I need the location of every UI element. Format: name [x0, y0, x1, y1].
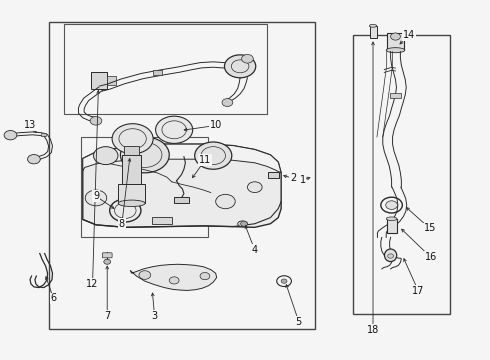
- Circle shape: [200, 273, 210, 280]
- Text: 6: 6: [50, 293, 56, 303]
- Circle shape: [85, 190, 107, 206]
- Text: 15: 15: [423, 224, 436, 233]
- Text: 9: 9: [93, 191, 99, 201]
- Bar: [153, 70, 162, 75]
- Circle shape: [121, 137, 169, 173]
- Bar: [124, 146, 140, 155]
- Polygon shape: [83, 144, 281, 173]
- Ellipse shape: [238, 221, 247, 226]
- Circle shape: [281, 279, 287, 283]
- Polygon shape: [83, 144, 281, 227]
- Ellipse shape: [386, 48, 405, 53]
- Bar: [81, 137, 208, 237]
- Text: 17: 17: [412, 286, 425, 296]
- Text: 4: 4: [252, 245, 258, 255]
- Text: 13: 13: [24, 121, 36, 130]
- Ellipse shape: [385, 249, 397, 262]
- Bar: [118, 184, 145, 203]
- Circle shape: [139, 271, 151, 279]
- Bar: [107, 76, 116, 85]
- Circle shape: [216, 194, 235, 209]
- Bar: [387, 219, 397, 233]
- Bar: [64, 24, 267, 114]
- Ellipse shape: [386, 217, 397, 221]
- Circle shape: [247, 182, 262, 193]
- Text: 16: 16: [424, 252, 437, 262]
- Circle shape: [241, 221, 247, 226]
- Circle shape: [156, 116, 193, 143]
- Text: 18: 18: [367, 325, 379, 335]
- Bar: [122, 155, 142, 184]
- Circle shape: [112, 124, 153, 154]
- Bar: [387, 33, 404, 50]
- Bar: [174, 197, 189, 203]
- Bar: [269, 172, 279, 178]
- Circle shape: [94, 147, 118, 165]
- Circle shape: [222, 99, 233, 107]
- Text: 5: 5: [295, 317, 302, 327]
- Bar: [41, 133, 46, 135]
- Bar: [390, 93, 401, 98]
- Circle shape: [90, 117, 102, 125]
- Bar: [353, 35, 450, 315]
- Ellipse shape: [388, 254, 393, 258]
- Polygon shape: [130, 264, 217, 291]
- Text: 12: 12: [86, 279, 99, 289]
- Text: 7: 7: [104, 311, 110, 320]
- Text: 2: 2: [290, 173, 296, 183]
- Bar: [91, 72, 107, 89]
- Circle shape: [195, 142, 232, 169]
- Ellipse shape: [118, 200, 145, 207]
- Bar: [369, 26, 377, 39]
- FancyBboxPatch shape: [102, 253, 112, 258]
- Circle shape: [242, 54, 253, 63]
- Text: 11: 11: [199, 155, 211, 165]
- Circle shape: [169, 277, 179, 284]
- Circle shape: [224, 55, 256, 78]
- Circle shape: [27, 154, 40, 164]
- Text: 3: 3: [151, 311, 158, 321]
- Circle shape: [4, 131, 17, 140]
- Text: 8: 8: [119, 219, 125, 229]
- Ellipse shape: [369, 24, 377, 27]
- Text: 1: 1: [299, 175, 306, 185]
- Bar: [152, 217, 171, 224]
- Circle shape: [104, 259, 111, 264]
- Text: 14: 14: [403, 30, 415, 40]
- Circle shape: [391, 33, 400, 40]
- Circle shape: [386, 201, 397, 210]
- Bar: [49, 22, 315, 329]
- Text: 10: 10: [210, 121, 222, 130]
